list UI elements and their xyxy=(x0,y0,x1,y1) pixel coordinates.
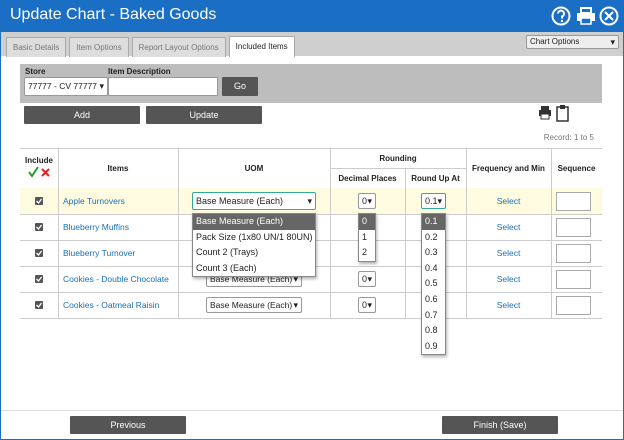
table-border xyxy=(58,148,59,318)
sequence-input[interactable] xyxy=(556,270,591,289)
include-checkbox[interactable] xyxy=(35,249,43,257)
include-checkbox[interactable] xyxy=(35,275,43,283)
footer-divider xyxy=(1,410,623,411)
filter-panel: Store Item Description 77777 - CV 77777 … xyxy=(20,64,602,103)
previous-button[interactable]: Previous xyxy=(70,416,186,434)
sequence-input[interactable] xyxy=(556,296,591,315)
item-description-input[interactable] xyxy=(108,77,218,96)
frequency-select-link[interactable]: Select xyxy=(496,248,521,258)
item-name[interactable]: Blueberry Muffins xyxy=(63,222,129,232)
decimal-places-select[interactable]: 0 xyxy=(358,193,376,209)
dropdown-option[interactable]: Count 2 (Trays) xyxy=(196,247,259,258)
item-name[interactable]: Blueberry Turnover xyxy=(63,248,136,258)
dropdown-option[interactable]: 0 xyxy=(359,214,375,230)
table-border xyxy=(178,148,179,318)
dropdown-option[interactable]: 0.5 xyxy=(425,278,438,289)
frequency-select-link[interactable]: Select xyxy=(496,196,521,206)
header-uom: UOM xyxy=(244,163,264,173)
dropdown-option[interactable]: 0.7 xyxy=(425,309,438,320)
item-name[interactable]: Apple Turnovers xyxy=(63,196,125,206)
header-rounding: Rounding xyxy=(379,153,417,163)
header-decimal-places: Decimal Places xyxy=(338,173,397,183)
dropdown-option[interactable]: 0.9 xyxy=(425,340,438,351)
dropdown-option[interactable]: 0.3 xyxy=(425,247,438,258)
dropdown-option[interactable]: 0.8 xyxy=(425,325,438,336)
table-border xyxy=(20,292,602,293)
dropdown-option[interactable]: 0.2 xyxy=(425,231,438,242)
item-name[interactable]: Cookies - Double Chocolate xyxy=(63,274,169,284)
include-checkbox[interactable] xyxy=(35,301,43,309)
item-description-label: Item Description xyxy=(108,67,171,76)
decimal-places-select[interactable]: 0 xyxy=(358,271,376,287)
tab[interactable]: Report Layout Options xyxy=(131,37,226,57)
select-all-icons[interactable] xyxy=(28,166,52,178)
round-up-at-dropdown[interactable]: 0.1 0.2 0.3 0.4 0.5 0.6 0.7 0.8 0.9 xyxy=(421,213,446,356)
header-include: Include xyxy=(24,155,53,165)
sequence-input[interactable] xyxy=(556,218,591,237)
header-items: Items xyxy=(107,163,129,173)
uom-select[interactable]: Base Measure (Each) xyxy=(192,192,316,210)
table-border xyxy=(466,148,467,318)
table-border xyxy=(405,168,406,318)
frequency-select-link[interactable]: Select xyxy=(496,274,521,284)
include-checkbox[interactable] xyxy=(35,197,43,205)
table-border xyxy=(551,148,552,318)
dropdown-option[interactable]: 2 xyxy=(362,247,368,258)
store-select[interactable]: 77777 - CV 77777 xyxy=(24,77,108,96)
tabs: Basic Details Item Options Report Layout O… xyxy=(6,36,295,57)
items-table: Include Items UOM Rounding Decimal Places Rou… xyxy=(20,148,602,319)
table-border xyxy=(330,148,331,318)
header-round-up-at: Round Up At xyxy=(411,173,460,183)
record-count: Record: 1 to 5 xyxy=(543,133,594,142)
store-value: 77777 - CV 77777 xyxy=(28,81,97,91)
table-border xyxy=(330,168,466,169)
tab[interactable]: Included Items xyxy=(228,36,295,57)
add-button[interactable]: Add xyxy=(24,106,140,124)
decimal-places-select[interactable]: 0 xyxy=(358,297,376,313)
tab[interactable]: Basic Details xyxy=(6,37,67,57)
store-label: Store xyxy=(25,67,46,76)
tab[interactable]: Item Options xyxy=(69,37,129,57)
go-button[interactable]: Go xyxy=(222,77,258,96)
sequence-input[interactable] xyxy=(556,244,591,263)
dropdown-option[interactable]: 0.1 xyxy=(422,214,445,230)
header-icons[interactable] xyxy=(550,5,620,27)
table-border xyxy=(20,318,602,319)
dropdown-option[interactable]: 0.6 xyxy=(425,293,438,304)
round-up-at-select[interactable]: 0.1 xyxy=(421,193,446,209)
title-bar: Update Chart - Baked Goods xyxy=(0,0,624,32)
frequency-select-link[interactable]: Select xyxy=(496,222,521,232)
header-sequence: Sequence xyxy=(557,163,596,173)
table-border xyxy=(20,148,602,149)
dropdown-option[interactable]: Base Measure (Each) xyxy=(193,214,315,230)
dropdown-option[interactable]: Pack Size (1x80 UN/1 80UN) xyxy=(196,231,313,242)
include-checkbox[interactable] xyxy=(35,223,43,231)
uom-dropdown[interactable]: Base Measure (Each) Pack Size (1x80 UN/1 … xyxy=(192,213,316,278)
finish-button[interactable]: Finish (Save) xyxy=(442,416,558,434)
item-name[interactable]: Cookies - Oatmeal Raisin xyxy=(63,300,160,310)
header-frequency: Frequency and Min xyxy=(472,163,545,173)
dropdown-option[interactable]: Count 3 (Each) xyxy=(196,262,257,273)
chart-options-select[interactable]: Chart Options xyxy=(526,35,619,49)
sequence-input[interactable] xyxy=(556,192,591,211)
uom-select[interactable]: Base Measure (Each) xyxy=(206,297,302,313)
dropdown-option[interactable]: 1 xyxy=(362,231,368,242)
title: Update Chart - Baked Goods xyxy=(10,6,217,23)
dropdown-option[interactable]: 0.4 xyxy=(425,262,438,273)
chart-options-label: Chart Options xyxy=(530,37,580,46)
frequency-select-link[interactable]: Select xyxy=(496,300,521,310)
toolbar-icons[interactable] xyxy=(538,104,570,122)
update-button[interactable]: Update xyxy=(146,106,262,124)
